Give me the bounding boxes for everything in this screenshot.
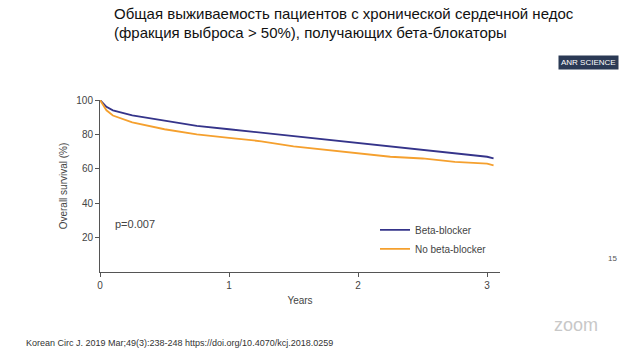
svg-text:Korean Circ J. 2019 Mar;49(3):: Korean Circ J. 2019 Mar;49(3):238-248 ht… [26,338,333,348]
svg-text:15: 15 [608,254,617,263]
svg-text:p=0.007: p=0.007 [115,218,155,230]
svg-text:40: 40 [82,198,94,209]
svg-text:60: 60 [82,163,94,174]
svg-text:Общая выживаемость пациентов с: Общая выживаемость пациентов с хроническ… [114,5,574,42]
svg-text:Overall survival (%): Overall survival (%) [58,143,69,230]
svg-text:ANR SCIENCE: ANR SCIENCE [561,58,616,67]
svg-text:3: 3 [484,280,490,291]
svg-text:zoom: zoom [554,315,598,335]
svg-text:0: 0 [97,280,103,291]
svg-text:20: 20 [82,232,94,243]
svg-text:Beta-blocker: Beta-blocker [415,225,472,236]
svg-text:80: 80 [82,129,94,140]
svg-text:No beta-blocker: No beta-blocker [415,244,486,255]
svg-text:Years: Years [287,295,312,306]
svg-text:2: 2 [355,280,361,291]
svg-text:100: 100 [76,95,93,106]
svg-text:1: 1 [226,280,232,291]
